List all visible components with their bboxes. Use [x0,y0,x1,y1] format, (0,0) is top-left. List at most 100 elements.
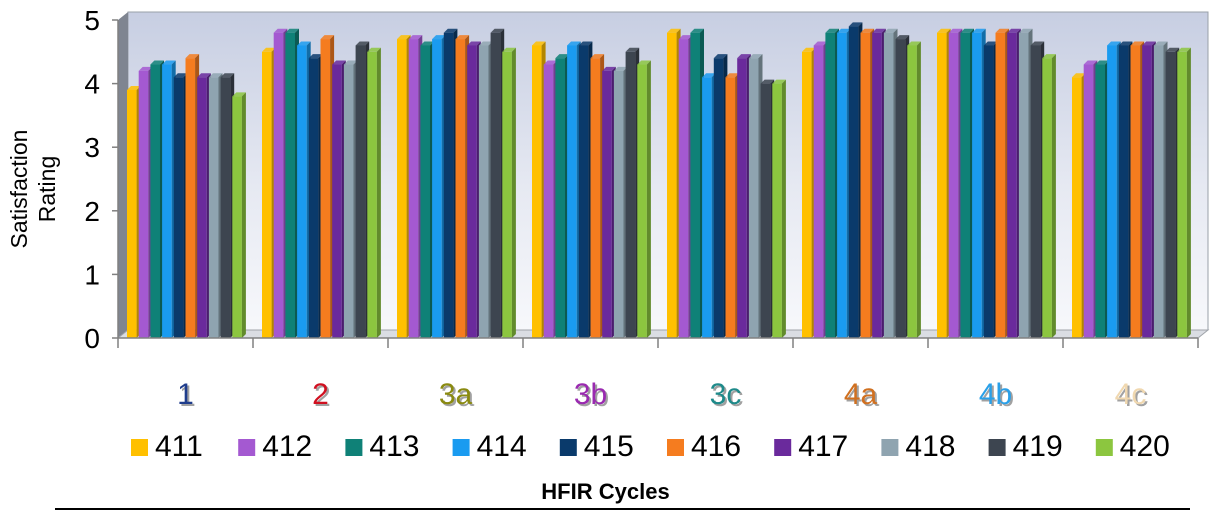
bar-2-415 [308,54,323,338]
bar-4a-412 [813,41,828,338]
legend-swatch [988,439,1006,456]
legend-swatch [345,439,363,456]
y-tick-label: 0 [84,323,100,354]
category-label-shadow: 2 [314,380,331,413]
legend-swatch [131,439,148,456]
legend-swatch [1095,439,1113,456]
bar-4b-417 [1007,28,1021,338]
bar-3c-417 [737,54,751,338]
category-label-shadow: 3b [576,380,609,413]
category-label-4b: 4b [979,378,1012,411]
bottom-divider [55,508,1190,510]
bar-1-413 [150,60,164,339]
legend-item-420: 420 [1095,430,1170,463]
legend-label: 414 [477,430,527,463]
bar-4b-418 [1018,28,1033,338]
bar-4b-415 [983,41,998,338]
bar-2-413 [285,28,299,338]
bar-4b-416 [995,28,1010,338]
bar-3c-413 [690,28,704,338]
bar-4c-412 [1083,60,1098,339]
category-label-3c: 3c [710,378,742,411]
y-tick-label: 2 [84,196,100,227]
bar-4b-411 [937,28,951,338]
bar-1-415 [173,73,188,339]
y-tick-label: 4 [84,69,100,100]
bar-1-418 [208,73,223,339]
bar-2-414 [297,41,311,338]
legend-item-414: 414 [452,430,527,463]
bar-4c-414 [1107,41,1121,338]
bar-4b-412 [948,28,963,338]
bar-3b-420 [637,60,651,339]
legend-label: 411 [155,430,203,463]
bar-3c-414 [702,73,716,339]
legend-label: 420 [1120,430,1170,463]
category-label-4a: 4a [844,378,878,411]
bar-4a-416 [860,28,875,338]
legend-swatch [559,439,577,456]
legend-item-416: 416 [667,430,741,463]
bar-3a-411 [397,35,411,339]
category-label-3b: 3b [574,378,607,411]
bar-3b-412 [543,60,558,339]
x-axis-title: HFIR Cycles [541,479,670,504]
bar-4a-414 [837,28,851,338]
bar-3a-413 [420,41,434,338]
bar-3a-420 [502,47,516,339]
legend-item-412: 412 [238,430,312,463]
category-label-shadow: 1 [179,380,196,413]
bar-2-416 [320,35,335,339]
bar-3a-419 [490,28,505,338]
bar-3c-412 [678,35,693,339]
bar-3a-412 [408,35,423,339]
bar-4c-415 [1118,41,1133,338]
y-tick-label: 3 [84,132,100,163]
category-label-shadow: 4a [846,380,880,413]
category-label-2: 2 [312,378,329,411]
bar-3c-411 [667,28,681,338]
legend-swatch [774,439,792,456]
bar-3a-417 [467,41,481,338]
legend-label: 413 [369,430,419,463]
bar-4a-413 [825,28,839,338]
legend-item-419: 419 [988,430,1063,463]
bars-group [127,22,1191,339]
bar-3b-417 [602,66,616,338]
bar-1-417 [197,73,211,339]
bar-3c-418 [748,54,763,338]
bar-1-419 [220,73,235,339]
bar-3b-418 [613,66,628,338]
legend-label: 419 [1013,430,1063,463]
legend-swatch [452,439,470,456]
category-label-shadow: 3c [712,380,744,413]
bar-1-414 [162,60,176,339]
bar-1-416 [185,54,200,338]
bar-4a-411 [802,47,816,339]
bar-2-419 [355,41,370,338]
bar-4a-419 [895,35,910,339]
legend-label: 415 [584,430,634,463]
category-label-shadow: 4b [981,380,1014,413]
bar-3b-413 [555,54,569,338]
legend-label: 418 [905,430,955,463]
bar-2-417 [332,60,346,339]
bar-3a-415 [443,28,458,338]
bar-3c-416 [725,73,740,339]
bar-3c-415 [713,54,728,338]
category-label-4c: 4c [1115,378,1147,411]
legend-label: 417 [798,430,848,463]
bar-2-418 [343,60,358,339]
bar-4c-420 [1177,47,1191,339]
bar-1-412 [138,66,153,338]
category-label-3a: 3a [439,378,473,411]
bar-3b-419 [625,47,640,339]
bar-3a-418 [478,41,493,338]
legend-item-415: 415 [559,430,634,463]
bar-4a-415 [848,22,863,339]
y-axis-title: Satisfaction Rating [6,129,60,249]
bar-1-411 [127,85,141,339]
bar-3c-420 [772,79,786,338]
